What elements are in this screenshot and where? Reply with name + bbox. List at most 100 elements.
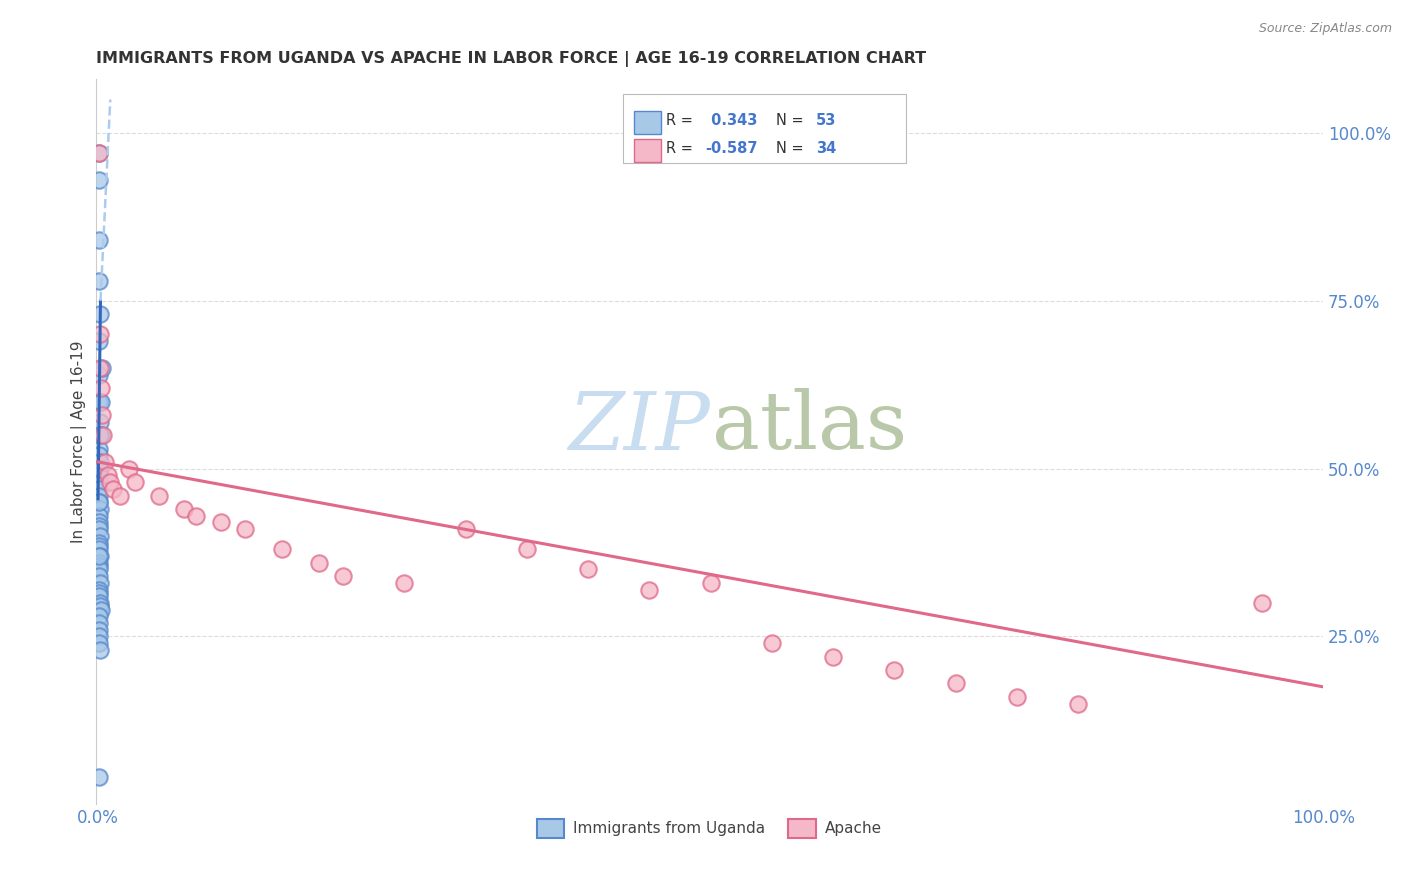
- Point: [89, 549, 111, 563]
- Point: [87, 482, 110, 496]
- Point: [89, 575, 111, 590]
- Point: [89, 569, 111, 583]
- Point: [233, 522, 256, 536]
- Point: [90, 381, 112, 395]
- Point: [89, 146, 111, 161]
- Text: ZIP: ZIP: [568, 389, 710, 467]
- Point: [89, 428, 111, 442]
- Point: [89, 630, 111, 644]
- Point: [87, 556, 110, 570]
- Point: [90, 408, 112, 422]
- Point: [89, 173, 111, 187]
- Point: [1067, 697, 1090, 711]
- Point: [90, 361, 112, 376]
- Point: [89, 415, 111, 429]
- Point: [89, 589, 111, 603]
- Point: [576, 562, 599, 576]
- Text: R =: R =: [666, 113, 697, 128]
- Point: [87, 582, 110, 597]
- Point: [90, 602, 112, 616]
- Point: [118, 461, 141, 475]
- Point: [89, 394, 111, 409]
- Point: [89, 495, 111, 509]
- Point: [87, 559, 110, 574]
- Point: [89, 539, 111, 553]
- Point: [394, 575, 416, 590]
- Point: [87, 508, 110, 523]
- Text: atlas: atlas: [711, 388, 907, 467]
- Point: [87, 516, 110, 530]
- Point: [89, 596, 111, 610]
- Point: [124, 475, 146, 489]
- Point: [1005, 690, 1028, 704]
- Point: [89, 461, 111, 475]
- Point: [516, 542, 538, 557]
- Point: [89, 542, 111, 557]
- Point: [89, 522, 111, 536]
- Text: IMMIGRANTS FROM UGANDA VS APACHE IN LABOR FORCE | AGE 16-19 CORRELATION CHART: IMMIGRANTS FROM UGANDA VS APACHE IN LABO…: [96, 51, 925, 67]
- Point: [89, 643, 111, 657]
- Y-axis label: In Labor Force | Age 16-19: In Labor Force | Age 16-19: [72, 341, 87, 543]
- Point: [87, 586, 110, 600]
- Point: [308, 556, 330, 570]
- Point: [89, 234, 111, 248]
- Point: [90, 428, 112, 442]
- Point: [89, 495, 111, 509]
- Point: [101, 482, 124, 496]
- Text: 34: 34: [815, 141, 837, 156]
- Point: [87, 475, 110, 489]
- Point: [108, 489, 131, 503]
- Point: [89, 599, 111, 614]
- Point: [87, 442, 110, 456]
- Point: [90, 394, 112, 409]
- Point: [89, 529, 111, 543]
- Point: [89, 468, 111, 483]
- Point: [89, 448, 111, 462]
- Point: [89, 502, 111, 516]
- Point: [91, 428, 114, 442]
- Point: [87, 771, 110, 785]
- Text: 0.343: 0.343: [706, 113, 756, 128]
- Point: [89, 518, 111, 533]
- Point: [454, 522, 477, 536]
- Point: [332, 569, 354, 583]
- Point: [87, 334, 110, 348]
- Point: [1250, 596, 1272, 610]
- Legend: Immigrants from Uganda, Apache: Immigrants from Uganda, Apache: [530, 813, 889, 844]
- FancyBboxPatch shape: [623, 94, 905, 162]
- Point: [87, 616, 110, 631]
- FancyBboxPatch shape: [634, 112, 661, 135]
- Point: [98, 475, 121, 489]
- Point: [184, 508, 207, 523]
- Point: [87, 623, 110, 637]
- Point: [94, 455, 117, 469]
- Point: [89, 455, 111, 469]
- Point: [89, 307, 111, 321]
- Point: [270, 542, 292, 557]
- Point: [883, 663, 905, 677]
- Text: N =: N =: [776, 113, 808, 128]
- Point: [87, 461, 110, 475]
- Text: Source: ZipAtlas.com: Source: ZipAtlas.com: [1258, 22, 1392, 36]
- Point: [761, 636, 783, 650]
- Point: [823, 649, 845, 664]
- Point: [89, 327, 111, 342]
- Point: [87, 535, 110, 549]
- Point: [89, 562, 111, 576]
- Text: R =: R =: [666, 141, 697, 156]
- Point: [945, 676, 967, 690]
- Point: [89, 368, 111, 382]
- Point: [89, 636, 111, 650]
- Text: 53: 53: [815, 113, 837, 128]
- Point: [89, 489, 111, 503]
- Point: [87, 146, 110, 161]
- Point: [148, 489, 170, 503]
- Point: [638, 582, 661, 597]
- Text: N =: N =: [776, 141, 808, 156]
- Point: [699, 575, 721, 590]
- Point: [87, 274, 110, 288]
- Point: [87, 609, 110, 624]
- Point: [97, 468, 120, 483]
- Point: [89, 549, 111, 563]
- Point: [173, 502, 195, 516]
